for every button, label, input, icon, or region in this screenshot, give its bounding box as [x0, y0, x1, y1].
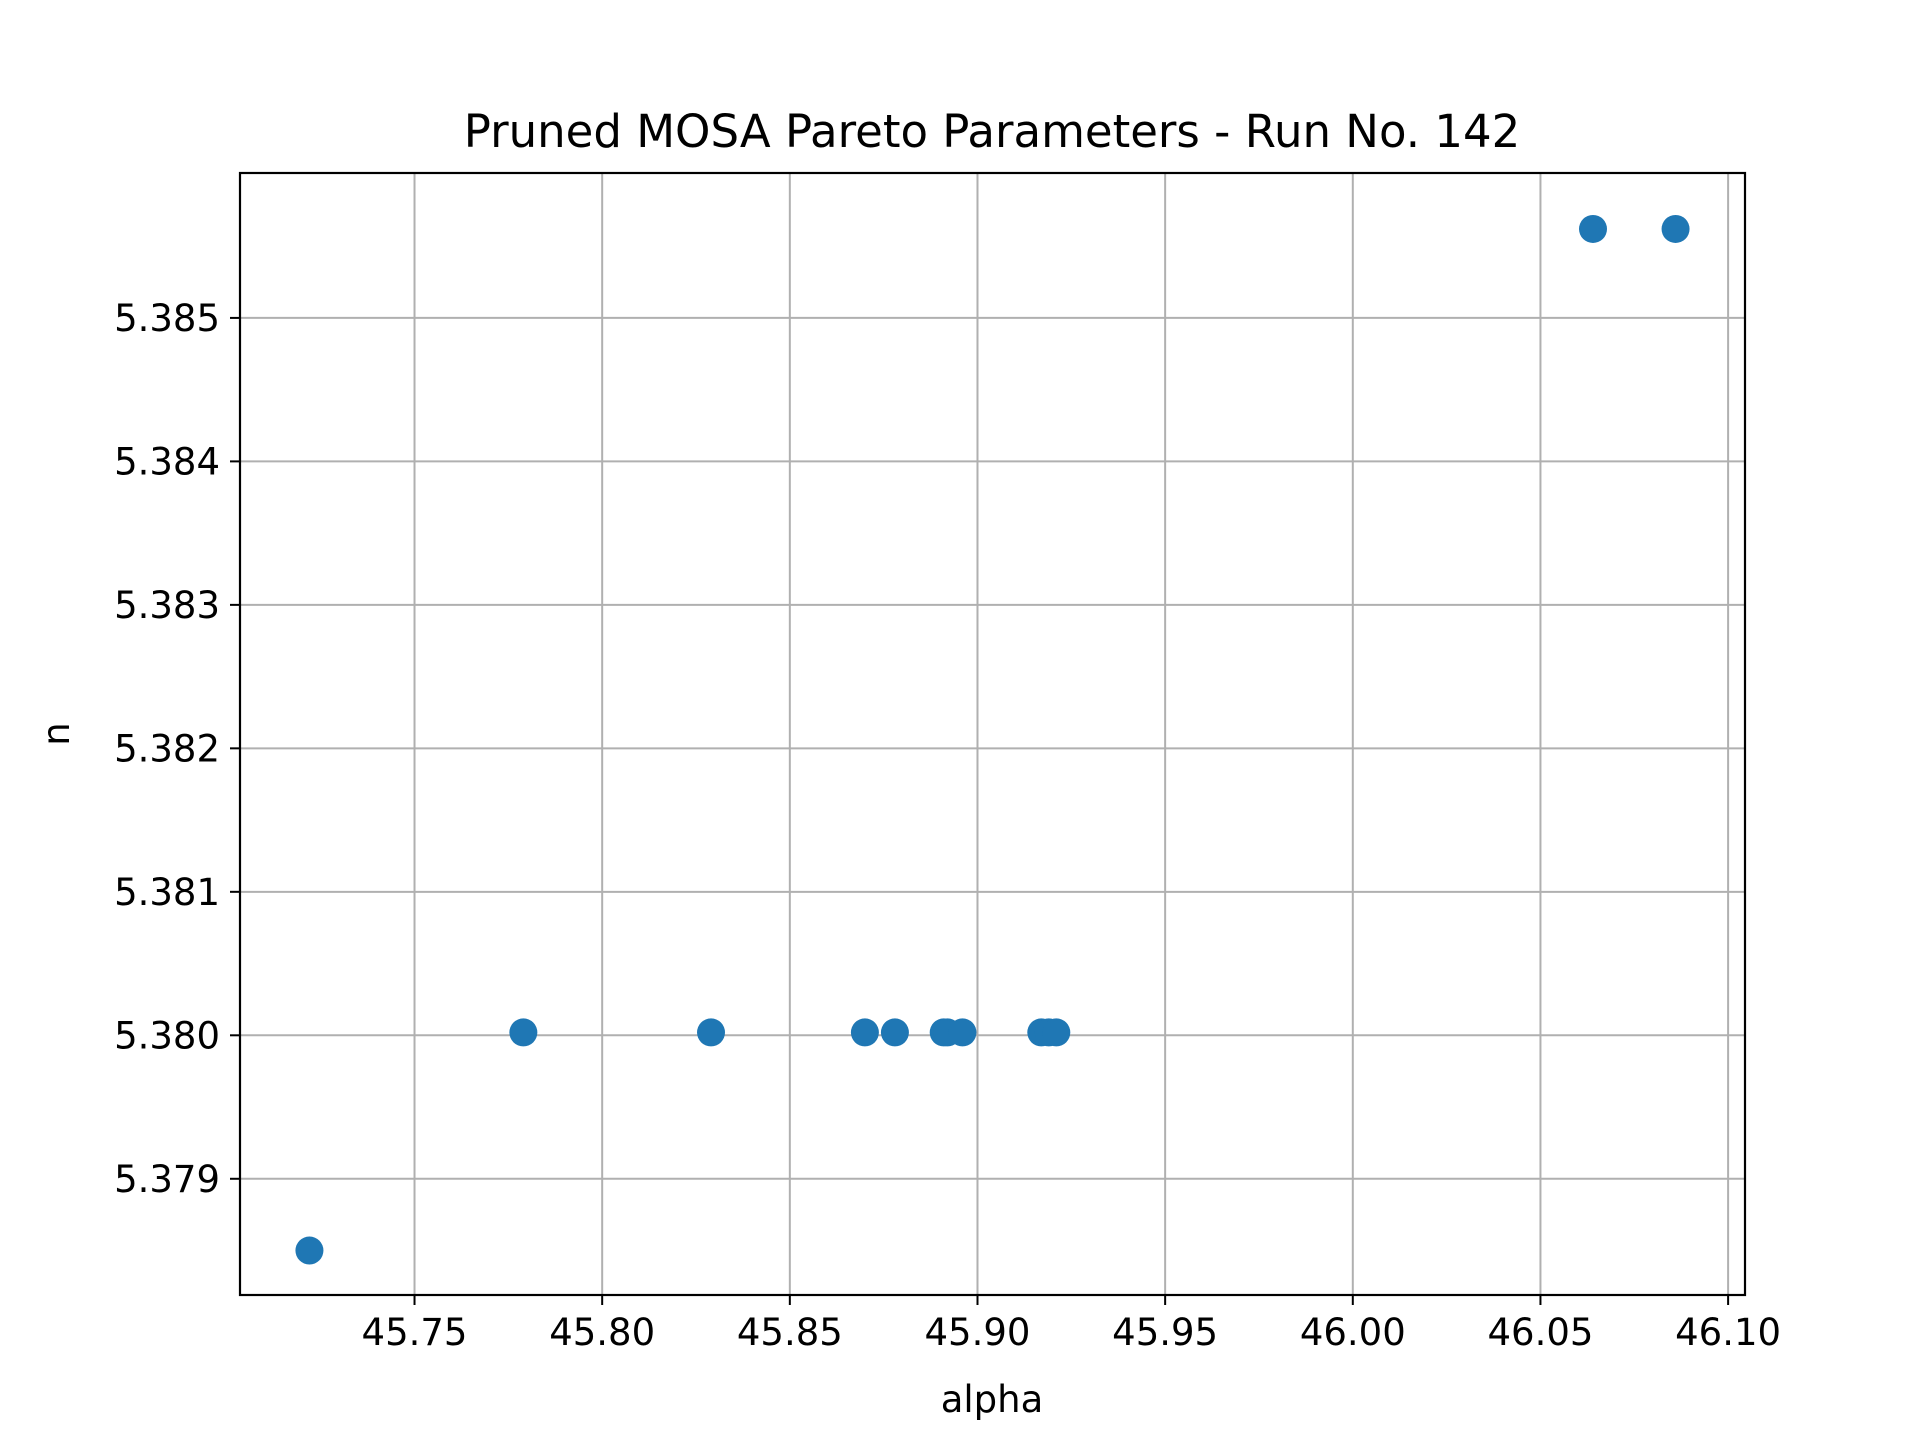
- data-point: [1661, 214, 1690, 243]
- x-tick-label: 45.80: [549, 1311, 655, 1354]
- data-point: [948, 1018, 977, 1047]
- x-tick-label: 46.10: [1675, 1311, 1781, 1354]
- data-point: [295, 1236, 324, 1265]
- x-tick-label: 46.00: [1300, 1311, 1406, 1354]
- y-tick-label: 5.380: [114, 1014, 220, 1057]
- y-tick-label: 5.383: [114, 584, 220, 627]
- x-tick-label: 46.05: [1487, 1311, 1593, 1354]
- ticks-layer: 45.75 45.80 45.85 45.90 45.95 46.00 46.05 46.10…: [114, 297, 1781, 1354]
- x-axis-label: alpha: [941, 1378, 1044, 1421]
- data-point: [850, 1018, 879, 1047]
- y-tick-label: 5.379: [114, 1158, 220, 1201]
- data-point: [509, 1018, 538, 1047]
- chart-title: Pruned MOSA Pareto Parameters - Run No. …: [464, 105, 1520, 158]
- y-tick-label: 5.382: [114, 727, 220, 770]
- x-tick-label: 45.85: [737, 1311, 843, 1354]
- data-point: [697, 1018, 726, 1047]
- x-tick-label: 45.75: [362, 1311, 468, 1354]
- y-tick-label: 5.385: [114, 297, 220, 340]
- x-tick-label: 45.90: [925, 1311, 1031, 1354]
- y-axis-label: n: [35, 722, 78, 745]
- y-tick-label: 5.381: [114, 871, 220, 914]
- data-point: [1578, 214, 1607, 243]
- plot-frame: [238, 171, 1747, 1297]
- x-tick-label: 45.95: [1112, 1311, 1218, 1354]
- data-point: [880, 1018, 909, 1047]
- y-tick-label: 5.384: [114, 440, 220, 483]
- grid-layer: [240, 173, 1745, 1295]
- data-point: [1042, 1018, 1071, 1047]
- points-layer: [295, 214, 1690, 1265]
